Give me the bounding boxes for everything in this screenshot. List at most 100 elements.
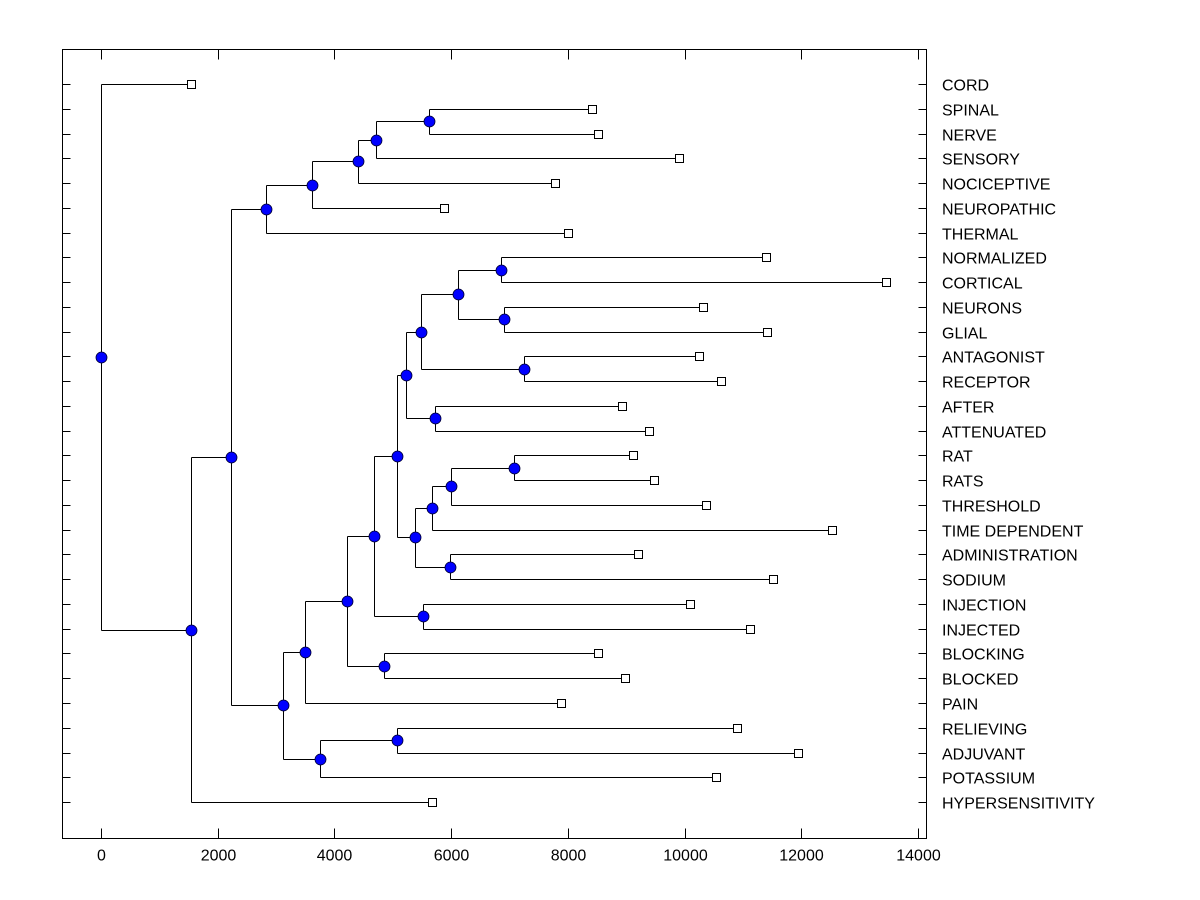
leaf-label: TIME DEPENDENT bbox=[942, 524, 1084, 541]
leaf-marker bbox=[717, 377, 726, 386]
leaf-labels: CORD SPINAL NERVE SENSORY NOCICEPTIVE NEUROPA… bbox=[942, 78, 1095, 813]
cluster-node bbox=[225, 451, 238, 464]
cluster-node bbox=[444, 561, 457, 574]
dendrogram-leaves bbox=[187, 80, 891, 807]
x-tick-label: 6000 bbox=[434, 848, 470, 865]
cluster-node bbox=[185, 624, 198, 637]
leaf-label: RATS bbox=[942, 474, 983, 491]
cluster-node bbox=[400, 369, 413, 382]
leaf-label: NEURONS bbox=[942, 301, 1022, 318]
leaf-label: NORMALIZED bbox=[942, 251, 1047, 268]
cluster-node bbox=[518, 363, 531, 376]
cluster-node bbox=[391, 450, 404, 463]
cluster-node bbox=[426, 502, 439, 515]
cluster-node bbox=[378, 660, 391, 673]
x-tick-label: 10000 bbox=[663, 848, 708, 865]
leaf-label: SENSORY bbox=[942, 152, 1020, 169]
leaf-marker bbox=[712, 773, 721, 782]
leaf-marker bbox=[564, 229, 573, 238]
leaf-label: ANTAGONIST bbox=[942, 350, 1045, 367]
leaf-label: THRESHOLD bbox=[942, 499, 1041, 516]
leaf-label: BLOCKING bbox=[942, 647, 1025, 664]
leaf-label: CORD bbox=[942, 78, 989, 95]
x-tick-label: 0 bbox=[97, 848, 106, 865]
leaf-marker bbox=[440, 204, 449, 213]
cluster-node bbox=[498, 313, 511, 326]
leaf-label: AFTER bbox=[942, 400, 994, 417]
cluster-node bbox=[495, 264, 508, 277]
cluster-node bbox=[306, 179, 319, 192]
x-tick-label: 14000 bbox=[896, 848, 941, 865]
leaf-marker bbox=[594, 649, 603, 658]
cluster-node bbox=[409, 531, 422, 544]
plot-frame bbox=[62, 49, 927, 839]
cluster-node bbox=[370, 134, 383, 147]
cluster-node bbox=[341, 595, 354, 608]
x-tick-label: 4000 bbox=[317, 848, 353, 865]
leaf-label: SPINAL bbox=[942, 103, 999, 120]
cluster-node bbox=[277, 699, 290, 712]
leaf-marker bbox=[675, 154, 684, 163]
leaf-marker bbox=[686, 600, 695, 609]
leaf-marker bbox=[594, 130, 603, 139]
x-tick-label: 2000 bbox=[201, 848, 237, 865]
leaf-label: BLOCKED bbox=[942, 672, 1018, 689]
leaf-marker bbox=[746, 625, 755, 634]
y-axis-ticks bbox=[62, 84, 927, 803]
leaf-label: HYPERSENSITIVITY bbox=[942, 796, 1095, 813]
leaf-label: NEUROPATHIC bbox=[942, 202, 1056, 219]
leaf-marker bbox=[187, 80, 196, 89]
cluster-node bbox=[368, 530, 381, 543]
cluster-node bbox=[299, 646, 312, 659]
leaf-marker bbox=[769, 575, 778, 584]
leaf-marker bbox=[733, 724, 742, 733]
cluster-node bbox=[445, 480, 458, 493]
leaf-label: GLIAL bbox=[942, 326, 987, 343]
leaf-marker bbox=[794, 749, 803, 758]
leaf-label: ADJUVANT bbox=[942, 747, 1025, 764]
x-tick-label: 8000 bbox=[551, 848, 587, 865]
leaf-label: ATTENUATED bbox=[942, 425, 1046, 442]
leaf-label: RAT bbox=[942, 449, 973, 466]
leaf-marker bbox=[645, 427, 654, 436]
cluster-node bbox=[417, 610, 430, 623]
leaf-label: RELIEVING bbox=[942, 722, 1027, 739]
leaf-marker bbox=[828, 526, 837, 535]
leaf-marker bbox=[634, 550, 643, 559]
leaf-marker bbox=[551, 179, 560, 188]
dendrogram-nodes bbox=[95, 115, 531, 766]
leaf-marker bbox=[763, 328, 772, 337]
leaf-marker bbox=[762, 253, 771, 262]
leaf-marker bbox=[695, 352, 704, 361]
cluster-node bbox=[508, 462, 521, 475]
leaf-label: INJECTED bbox=[942, 623, 1020, 640]
cluster-node bbox=[429, 412, 442, 425]
leaf-label: ADMINISTRATION bbox=[942, 548, 1078, 565]
leaf-marker bbox=[629, 451, 638, 460]
cluster-node bbox=[423, 115, 436, 128]
leaf-marker bbox=[618, 402, 627, 411]
leaf-label: POTASSIUM bbox=[942, 771, 1035, 788]
cluster-node bbox=[415, 326, 428, 339]
leaf-marker bbox=[650, 476, 659, 485]
leaf-label: THERMAL bbox=[942, 227, 1019, 244]
x-tick-label: 12000 bbox=[779, 848, 824, 865]
cluster-node bbox=[391, 734, 404, 747]
leaf-label: SODIUM bbox=[942, 573, 1006, 590]
cluster-node bbox=[452, 288, 465, 301]
leaf-marker bbox=[428, 798, 437, 807]
cluster-node bbox=[260, 203, 273, 216]
leaf-label: CORTICAL bbox=[942, 276, 1023, 293]
leaf-label: INJECTION bbox=[942, 598, 1026, 615]
leaf-label: NERVE bbox=[942, 128, 997, 145]
leaf-marker bbox=[699, 303, 708, 312]
x-axis-ticks: 0 2000 4000 6000 8000 10000 12000 14000 bbox=[97, 49, 941, 865]
leaf-marker bbox=[882, 278, 891, 287]
leaf-label: PAIN bbox=[942, 697, 978, 714]
dendrogram-links bbox=[101, 84, 887, 803]
leaf-marker bbox=[588, 105, 597, 114]
leaf-marker bbox=[557, 699, 566, 708]
cluster-node bbox=[95, 351, 108, 364]
leaf-label: NOCICEPTIVE bbox=[942, 177, 1050, 194]
